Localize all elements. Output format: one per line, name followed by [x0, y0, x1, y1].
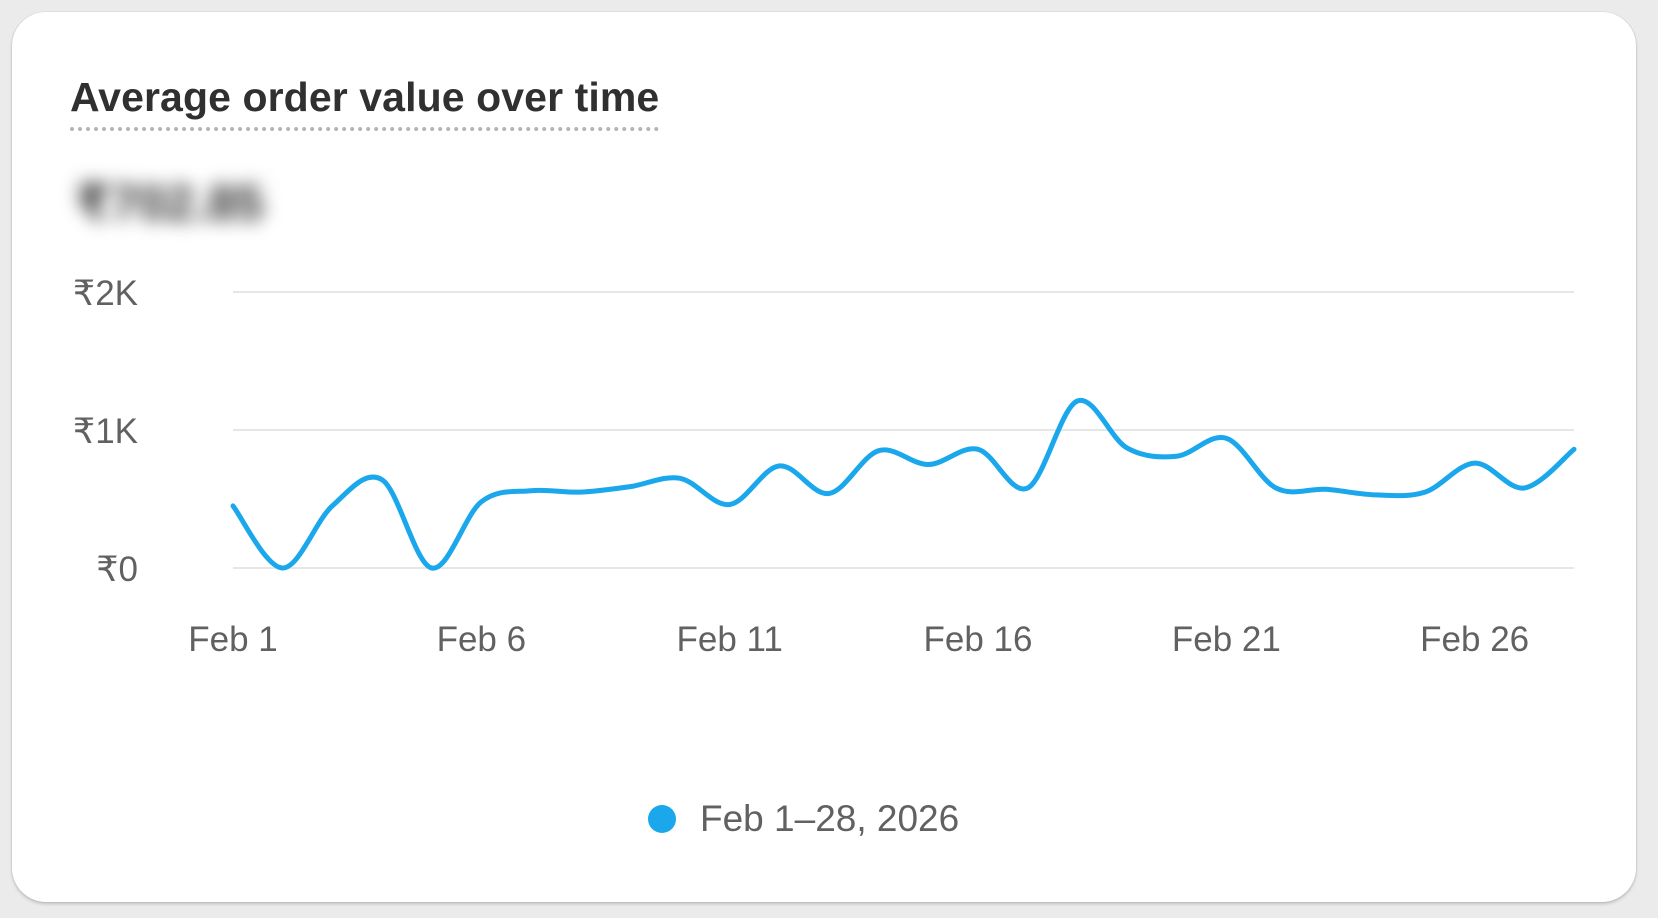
- legend[interactable]: Feb 1–28, 2026: [648, 798, 959, 840]
- grid-lines: [233, 291, 1574, 569]
- series-layer: [230, 397, 1577, 571]
- chart-card: Average order value over time ₹702.85 ₹0…: [12, 12, 1636, 902]
- x-tick-label: Feb 11: [676, 620, 782, 659]
- y-tick-label: ₹2K: [73, 274, 138, 313]
- legend-label: Feb 1–28, 2026: [700, 798, 960, 839]
- x-tick-label: Feb 6: [437, 620, 527, 659]
- x-tick-label: Feb 1: [188, 620, 278, 659]
- y-tick-label: ₹1K: [73, 412, 138, 451]
- metric-value-blurred: ₹702.85: [76, 175, 264, 231]
- y-tick-label: ₹0: [96, 550, 138, 589]
- x-tick-label: Feb 16: [924, 620, 1033, 659]
- series-line: [230, 397, 1577, 571]
- x-tick-label: Feb 26: [1420, 620, 1529, 659]
- chart-title[interactable]: Average order value over time: [70, 74, 660, 131]
- legend-marker: [648, 805, 676, 833]
- y-axis: ₹0 ₹1K ₹2K: [73, 274, 138, 589]
- line-chart: ₹0₹1K₹2K Feb 1 Feb 6 Feb 11 Feb 16 Feb 21 Feb…: [73, 274, 1577, 659]
- x-tick-label: Feb 21: [1172, 620, 1281, 659]
- x-axis: Feb 1 Feb 6 Feb 11 Feb 16 Feb 21 Feb 26: [188, 620, 1529, 659]
